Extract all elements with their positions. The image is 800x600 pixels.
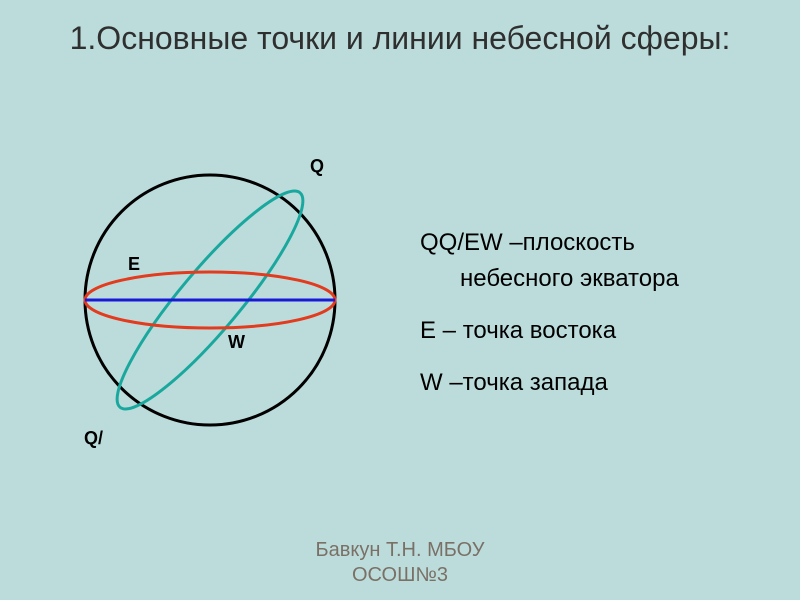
diagram-svg <box>50 150 370 450</box>
label-Q: Q <box>310 156 324 177</box>
legend-item-3: W –точка запада <box>420 365 679 401</box>
legend-item-2: E – точка востока <box>420 313 679 349</box>
legend-item-1-cont: небесного экватора <box>420 261 679 297</box>
legend-item-3-head: W –точка запада <box>420 369 608 396</box>
legend: QQ/EW –плоскость небесного экватора E – … <box>420 225 679 417</box>
legend-item-1: QQ/EW –плоскость небесного экватора <box>420 225 679 297</box>
label-Qp: Q/ <box>84 428 103 449</box>
footer: Бавкун Т.Н. МБОУ ОСОШ№3 <box>0 538 800 588</box>
celestial-sphere-diagram: Q Q/ E W <box>50 150 370 450</box>
legend-item-2-head: E – точка востока <box>420 317 616 344</box>
slide-title: 1.Основные точки и линии небесной сферы: <box>0 0 800 58</box>
footer-line2: ОСОШ№3 <box>352 564 448 586</box>
title-text: 1.Основные точки и линии небесной сферы: <box>70 20 731 56</box>
label-W: W <box>228 332 245 353</box>
label-E: E <box>128 254 140 275</box>
legend-item-1-head: QQ/EW –плоскость <box>420 229 635 256</box>
slide: 1.Основные точки и линии небесной сферы:… <box>0 0 800 600</box>
footer-line1: Бавкун Т.Н. МБОУ <box>316 539 485 561</box>
